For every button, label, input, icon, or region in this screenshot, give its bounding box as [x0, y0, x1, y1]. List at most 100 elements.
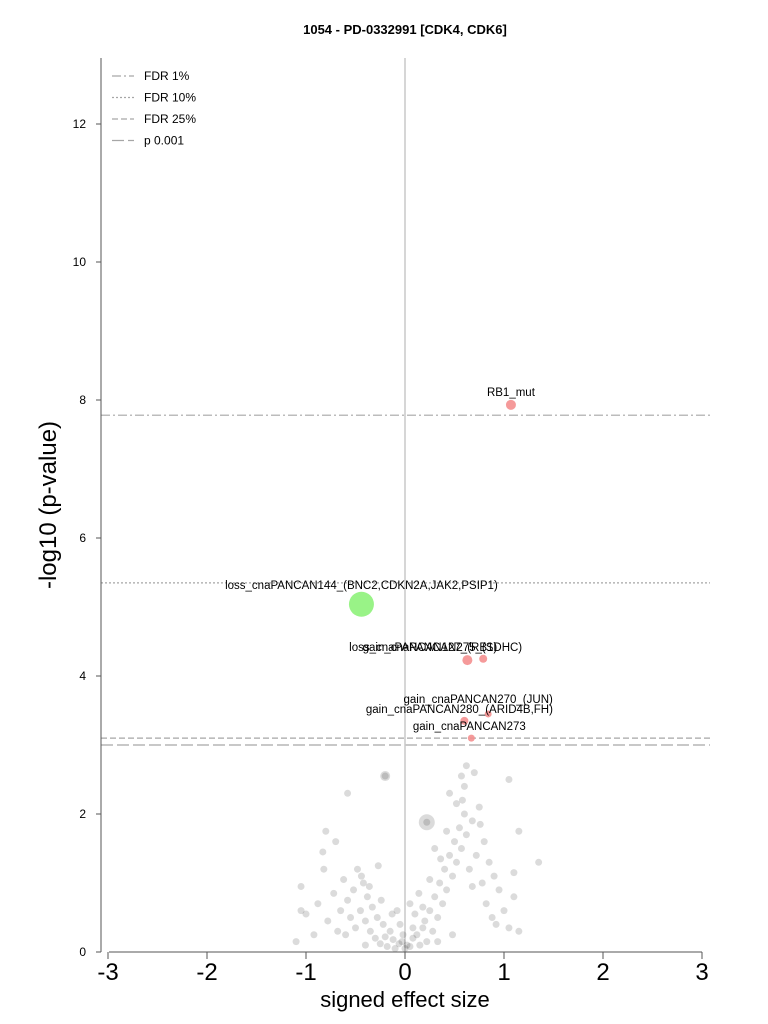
- data-point: [319, 848, 327, 856]
- significant-point-4: [484, 710, 492, 718]
- data-point: [505, 924, 513, 932]
- y-tick-label: 0: [79, 945, 86, 959]
- x-tick-label: -3: [97, 959, 118, 986]
- x-tick-label: -2: [196, 959, 217, 986]
- data-point: [322, 827, 330, 835]
- data-point: [439, 900, 447, 908]
- y-tick-label: 4: [79, 669, 86, 683]
- data-point: [515, 927, 523, 935]
- data-point: [452, 800, 460, 808]
- data-point: [314, 900, 322, 908]
- data-point: [413, 931, 421, 939]
- y-tick-label: 6: [79, 531, 86, 545]
- data-point: [371, 934, 379, 942]
- data-point: [393, 907, 401, 915]
- data-point: [457, 772, 465, 780]
- data-point: [297, 907, 305, 915]
- data-point: [389, 936, 397, 944]
- data-point: [462, 762, 470, 770]
- data-point: [379, 920, 387, 928]
- data-point: [510, 869, 518, 877]
- data-point: [416, 941, 424, 949]
- data-point: [361, 917, 369, 925]
- data-point: [361, 941, 369, 949]
- data-point: [488, 914, 496, 921]
- data-point: [324, 917, 332, 925]
- data-point: [426, 876, 434, 884]
- data-point: [419, 903, 427, 911]
- data-point: [363, 893, 371, 901]
- data-point: [458, 796, 466, 804]
- data-point: [310, 931, 318, 939]
- data-point: [490, 872, 498, 880]
- data-point: [446, 789, 454, 797]
- point-label-6: gain_cnaPANCAN273: [413, 721, 526, 733]
- data-point: [500, 907, 508, 915]
- data-point: [480, 838, 488, 846]
- data-point: [386, 927, 394, 935]
- data-point: [452, 858, 460, 866]
- data-point: [443, 886, 451, 894]
- data-point: [357, 872, 365, 880]
- legend-label: FDR 25%: [144, 112, 196, 126]
- data-point: [429, 927, 437, 935]
- data-point: [320, 865, 328, 873]
- data-point: [457, 845, 465, 852]
- data-point: [441, 865, 449, 873]
- data-point: [485, 858, 493, 866]
- y-tick-label: 10: [73, 255, 87, 269]
- point-label-5: gain_cnaPANCAN280_(ARID4B,FH): [366, 704, 553, 716]
- data-point: [365, 882, 373, 890]
- data-point: [492, 920, 500, 928]
- data-point: [482, 900, 490, 908]
- x-tick-label: 0: [398, 959, 411, 986]
- data-point: [330, 889, 338, 897]
- data-point: [388, 910, 396, 918]
- data-point: [495, 886, 503, 894]
- data-point: [446, 851, 454, 859]
- legend: FDR 1% FDR 10% FDR 25% p 0.001: [112, 69, 196, 148]
- data-point: [470, 769, 478, 777]
- data-point: [406, 942, 414, 950]
- data-point: [381, 772, 389, 780]
- data-point: [535, 858, 543, 866]
- data-point: [406, 900, 414, 908]
- x-axis-label: signed effect size: [320, 987, 490, 1012]
- significant-point-5: [460, 716, 469, 725]
- data-point: [423, 818, 431, 826]
- data-point: [426, 907, 434, 915]
- data-point: [437, 855, 445, 863]
- data-point: [403, 941, 411, 949]
- data-point: [353, 865, 361, 873]
- y-tick-label: 8: [79, 393, 86, 407]
- background-points: [292, 762, 543, 953]
- data-point: [383, 942, 391, 950]
- data-point: [356, 907, 364, 915]
- data-point: [419, 924, 427, 932]
- legend-label: p 0.001: [144, 134, 184, 148]
- data-point: [342, 931, 350, 939]
- data-point: [381, 933, 389, 941]
- x-tick-label: -1: [295, 959, 316, 986]
- data-point: [431, 845, 439, 852]
- data-point: [468, 882, 476, 890]
- data-point: [391, 945, 399, 953]
- data-point: [455, 824, 463, 832]
- data-point: [337, 907, 345, 915]
- data-point: [434, 938, 442, 946]
- data-point: [418, 814, 435, 831]
- data-point: [476, 820, 484, 828]
- data-point: [368, 903, 376, 911]
- significant-point-0: [505, 399, 516, 410]
- data-point: [401, 945, 409, 953]
- data-point: [505, 776, 513, 783]
- data-point: [344, 789, 352, 797]
- data-point: [399, 931, 407, 939]
- data-point: [366, 927, 374, 935]
- data-point: [377, 896, 385, 904]
- significant-point-2: [462, 655, 473, 666]
- data-point: [359, 879, 367, 887]
- data-point: [302, 910, 310, 918]
- legend-label: FDR 10%: [144, 91, 196, 105]
- x-axis-ticks: -3 -2 -1 0 1 2 3: [97, 952, 709, 986]
